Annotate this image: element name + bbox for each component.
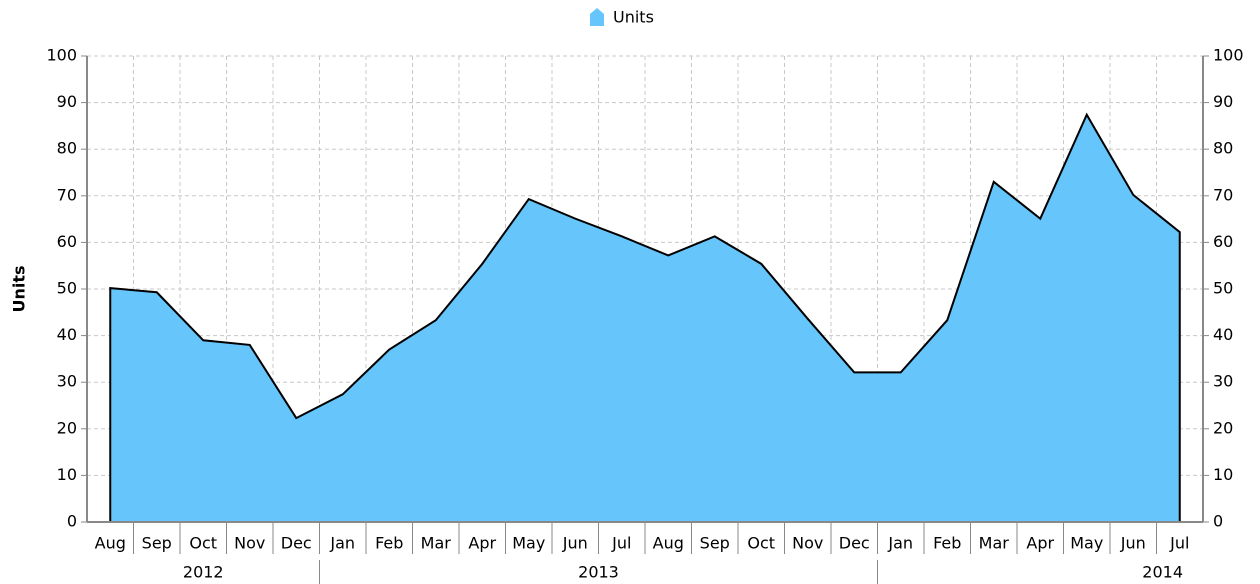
x-tick-label: Aug — [95, 534, 126, 553]
y-tick-label: 30 — [57, 372, 77, 391]
y2-tick-label: 60 — [1213, 232, 1233, 251]
x-tick-label: Sep — [142, 534, 172, 553]
x-group-label: 2012 — [183, 563, 224, 582]
x-tick-label: Jul — [1169, 534, 1189, 553]
y2-tick-label: 40 — [1213, 325, 1233, 344]
y-tick-label: 20 — [57, 418, 77, 437]
x-group-label: 2014 — [1142, 563, 1183, 582]
y-tick-label: 10 — [57, 465, 77, 484]
y2-tick-label: 10 — [1213, 465, 1233, 484]
y-axis-label: Units — [10, 265, 29, 312]
x-tick-label: Oct — [189, 534, 217, 553]
legend-icon — [590, 8, 604, 26]
x-tick-label: Jun — [1120, 534, 1146, 553]
y2-tick-label: 0 — [1213, 512, 1223, 531]
y2-tick-label: 100 — [1213, 46, 1244, 65]
x-tick-label: May — [512, 534, 545, 553]
x-tick-label: Sep — [700, 534, 730, 553]
y-tick-label: 70 — [57, 185, 77, 204]
y-tick-label: 60 — [57, 232, 77, 251]
x-tick-label: Dec — [839, 534, 870, 553]
x-tick-label: Oct — [747, 534, 775, 553]
x-tick-label: May — [1070, 534, 1103, 553]
y2-tick-label: 70 — [1213, 185, 1233, 204]
y-tick-label: 100 — [46, 46, 77, 65]
area — [110, 114, 1180, 522]
y-tick-label: 80 — [57, 139, 77, 158]
x-group-label: 2013 — [578, 563, 619, 582]
x-tick-label: Jan — [329, 534, 355, 553]
x-tick-label: Jan — [887, 534, 913, 553]
area-outline — [109, 112, 1181, 522]
x-tick-label: Mar — [979, 534, 1010, 553]
x-tick-label: Aug — [653, 534, 684, 553]
legend-label: Units — [613, 8, 654, 27]
y2-tick-label: 20 — [1213, 418, 1233, 437]
x-tick-label: Jun — [562, 534, 588, 553]
x-tick-label: Mar — [421, 534, 452, 553]
y2-tick-label: 90 — [1213, 92, 1233, 111]
x-tick-label: Dec — [281, 534, 312, 553]
x-tick-label: Nov — [234, 534, 265, 553]
x-tick-label: Feb — [375, 534, 403, 553]
y2-tick-label: 30 — [1213, 372, 1233, 391]
x-tick-label: Apr — [1026, 534, 1054, 553]
x-tick-label: Apr — [468, 534, 496, 553]
x-tick-label: Feb — [933, 534, 961, 553]
x-tick-label: Nov — [792, 534, 823, 553]
y2-tick-label: 50 — [1213, 279, 1233, 298]
x-tick-label: Jul — [611, 534, 631, 553]
y-tick-label: 90 — [57, 92, 77, 111]
y-tick-label: 0 — [67, 512, 77, 531]
y2-tick-label: 80 — [1213, 139, 1233, 158]
y-tick-label: 50 — [57, 279, 77, 298]
y-tick-label: 40 — [57, 325, 77, 344]
